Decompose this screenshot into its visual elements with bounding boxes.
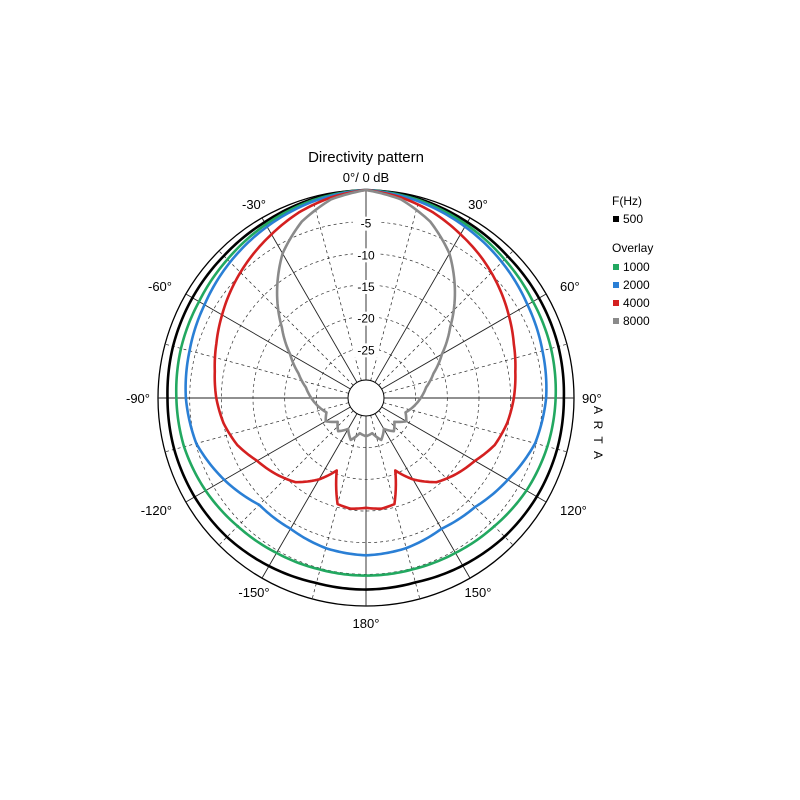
- grid-spoke: [370, 415, 421, 600]
- legend-label-1000: 1000: [623, 260, 650, 274]
- angle-label-m90: -90°: [126, 391, 150, 406]
- radial-label-bg: [353, 216, 379, 231]
- legend-swatch-4000: [613, 300, 619, 306]
- legend-swatch-1000: [613, 264, 619, 270]
- radial-label: -10: [357, 248, 375, 262]
- grid-spoke: [374, 217, 471, 383]
- legend-swatch-8000: [613, 318, 619, 324]
- series-1000-curve: [174, 188, 558, 577]
- legend-swatch-500: [613, 216, 619, 222]
- grid-spoke: [185, 406, 351, 503]
- angle-label-180: 180°: [353, 616, 380, 631]
- angle-label-60: 60°: [560, 279, 580, 294]
- grid-spoke: [383, 343, 568, 394]
- radial-label: -20: [357, 312, 375, 326]
- radial-label: -25: [357, 343, 375, 357]
- series-4000-curve: [213, 188, 517, 510]
- series-layer: [166, 188, 566, 591]
- angle-tick-labels: 0°/ 0 dB 30° 60° 90° 120° 150° 180° -150° -120° -…: [126, 170, 602, 631]
- radial-label: -15: [357, 280, 375, 294]
- legend-primary-title: F(Hz): [612, 194, 642, 208]
- legend-label-2000: 2000: [623, 278, 650, 292]
- chart-title: Directivity pattern: [308, 149, 424, 166]
- angle-label-30: 30°: [468, 197, 488, 212]
- grid-spoke: [381, 293, 547, 390]
- legend-overlay-title: Overlay: [612, 241, 653, 255]
- grid-spoke: [164, 343, 349, 394]
- legend-label-8000: 8000: [623, 314, 650, 328]
- watermark-letter: A: [591, 406, 605, 414]
- series-8000-curve: [275, 188, 457, 442]
- angle-label-m60: -60°: [148, 279, 172, 294]
- grid-inner-circle: [347, 379, 385, 417]
- radial-tick-labels: -5 -10 -15 -20 -25: [353, 216, 379, 358]
- grid-spoke: [185, 293, 351, 390]
- angle-label-m120: -120°: [141, 503, 172, 518]
- angle-label-90: 90°: [582, 391, 602, 406]
- angle-label-120: 120°: [560, 503, 587, 518]
- radial-label-bg: [353, 311, 379, 326]
- radial-label-bg: [353, 280, 379, 294]
- grid-spoke: [218, 250, 354, 386]
- legend-label-4000: 4000: [623, 296, 650, 310]
- angle-label-0: 0°/ 0 dB: [343, 170, 389, 185]
- radial-label-bg: [353, 343, 379, 358]
- grid-spoke: [381, 406, 547, 503]
- angle-label-m30: -30°: [242, 197, 266, 212]
- angle-label-m150: -150°: [238, 585, 269, 600]
- radial-label: -5: [361, 217, 372, 231]
- watermark-letter: T: [591, 436, 605, 444]
- grid-spoke: [261, 217, 358, 383]
- legend-label-500: 500: [623, 212, 643, 226]
- grid-spoke: [374, 413, 471, 579]
- radial-label-bg: [353, 248, 379, 263]
- series-500-curve: [166, 188, 566, 591]
- watermark-letter: A: [591, 451, 605, 459]
- legend-swatch-2000: [613, 282, 619, 288]
- watermark-letter: R: [591, 421, 605, 430]
- grid-spoke: [218, 410, 354, 546]
- series-2000-curve: [184, 188, 548, 557]
- angle-label-150: 150°: [465, 585, 492, 600]
- grid-spoke: [378, 410, 514, 546]
- grid-spoke: [261, 413, 358, 579]
- legend: F(Hz) Overlay 500 1000 2000 4000 8000: [612, 194, 653, 328]
